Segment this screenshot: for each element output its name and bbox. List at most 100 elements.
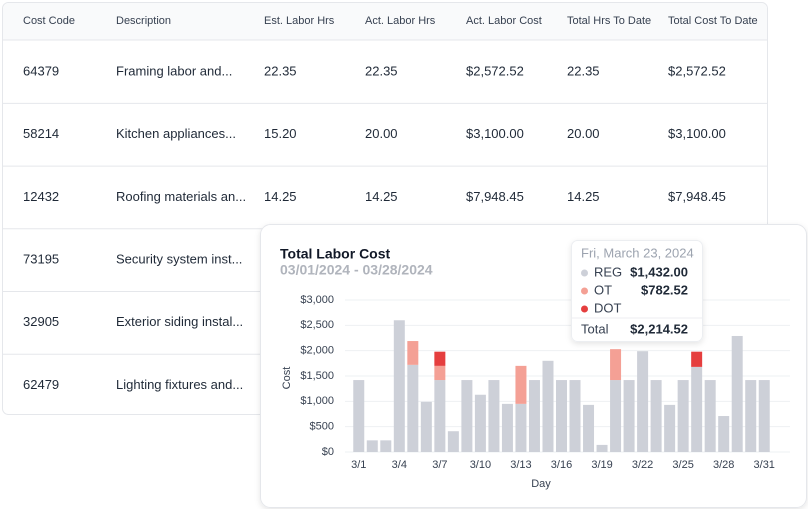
bar-segment <box>461 380 473 452</box>
table-header: Total Hrs To Date <box>567 15 651 27</box>
y-tick-label: $0 <box>322 446 334 458</box>
table-header: Total Cost To Date <box>668 15 758 27</box>
bar-segment <box>420 401 432 452</box>
tooltip-total-label: Total <box>581 321 609 336</box>
table-cell: 73195 <box>23 252 59 267</box>
tooltip-value: $1,432.00 <box>630 264 688 279</box>
table-cell: Security system inst... <box>116 252 242 267</box>
table-header: Description <box>116 15 171 27</box>
x-tick-label: 3/25 <box>672 459 693 471</box>
x-tick-label: 3/22 <box>632 459 653 471</box>
legend-dot <box>581 305 588 313</box>
legend-label: REG <box>594 264 622 279</box>
table-cell: 20.00 <box>567 126 600 141</box>
bar-segment <box>731 335 743 452</box>
chart-card: Total Labor Cost 03/01/2024 - 03/28/2024… <box>260 224 807 508</box>
bar-segment <box>407 364 419 452</box>
tooltip-total: $2,214.52 <box>630 321 688 336</box>
table-cell: 15.20 <box>264 126 297 141</box>
table-cell: 22.35 <box>365 63 398 78</box>
x-tick-label: 3/1 <box>351 459 366 471</box>
chart-title: Total Labor Cost <box>280 246 391 262</box>
legend-label: DOT <box>594 300 622 315</box>
table-header: Est. Labor Hrs <box>264 15 335 27</box>
y-tick-label: $1,000 <box>300 395 334 407</box>
bar-segment <box>556 380 567 452</box>
bar-segment <box>501 403 513 452</box>
bar-segment <box>583 404 595 452</box>
table-cell: 14.25 <box>567 189 600 204</box>
bar-segment <box>380 440 392 452</box>
x-tick-label: 3/4 <box>392 459 407 471</box>
bar-segment <box>745 380 757 452</box>
y-tick-label: $1,500 <box>300 370 334 382</box>
bar-segment <box>704 380 716 452</box>
x-tick-label: 3/13 <box>510 459 531 471</box>
x-tick-label: 3/31 <box>754 459 775 471</box>
y-axis-label: Cost <box>281 367 293 390</box>
x-tick-label: 3/7 <box>432 459 447 471</box>
y-tick-label: $2,500 <box>300 319 334 331</box>
legend-dot <box>581 287 588 295</box>
table-cell: Roofing materials an... <box>116 189 246 204</box>
bar-segment <box>677 380 689 452</box>
table-cell: Exterior siding instal... <box>116 314 243 329</box>
y-tick-label: $500 <box>310 421 334 433</box>
legend-label: OT <box>594 282 612 297</box>
bar-segment <box>623 380 635 452</box>
table-cell: 14.25 <box>365 189 398 204</box>
y-tick-label: $3,000 <box>300 294 334 306</box>
table-header: Cost Code <box>23 15 75 27</box>
legend-dot <box>581 269 588 277</box>
table-cell: 62479 <box>23 377 59 392</box>
bar-segment <box>758 380 770 452</box>
table-cell: 32905 <box>23 314 59 329</box>
bar-segment <box>474 394 486 452</box>
table-header-bg <box>3 3 767 40</box>
table-cell: $7,948.45 <box>668 189 726 204</box>
bar-segment <box>691 351 703 367</box>
table-cell: $2,572.52 <box>466 63 524 78</box>
table-cell: Lighting fixtures and... <box>116 377 243 392</box>
bar-segment <box>353 380 365 452</box>
bar-segment <box>569 380 581 452</box>
table-header: Act. Labor Hrs <box>365 15 436 27</box>
tooltip-bg <box>571 240 703 342</box>
tooltip: Fri, March 23, 2024 REG $1,432.00 OT $782.52… <box>571 240 703 342</box>
table-cell: 12432 <box>23 189 59 204</box>
table-cell: 14.25 <box>264 189 297 204</box>
table-cell: $7,948.45 <box>466 189 524 204</box>
bar-segment <box>366 440 378 452</box>
bar-segment <box>434 365 446 381</box>
tooltip-value: $782.52 <box>641 282 688 297</box>
bar-segment <box>434 380 446 452</box>
bar-segment <box>650 380 662 452</box>
y-tick-label: $2,000 <box>300 345 334 357</box>
bar-segment <box>610 349 622 381</box>
bar-segment <box>718 416 730 452</box>
table-cell: $3,100.00 <box>466 126 524 141</box>
x-tick-label: 3/28 <box>713 459 734 471</box>
table-cell: 22.35 <box>567 63 600 78</box>
table-cell: $3,100.00 <box>668 126 726 141</box>
bar-segment <box>542 360 554 452</box>
bar-segment <box>664 404 676 452</box>
table-cell: 58214 <box>23 126 59 141</box>
x-tick-label: 3/10 <box>470 459 491 471</box>
table-cell: 20.00 <box>365 126 398 141</box>
bar-segment <box>691 366 703 452</box>
table-cell: $2,572.52 <box>668 63 726 78</box>
bar-segment <box>610 380 622 452</box>
table-cell: Kitchen appliances... <box>116 126 236 141</box>
table-cell: 22.35 <box>264 63 297 78</box>
bar-segment <box>447 431 459 452</box>
bar-segment <box>434 351 446 366</box>
bar-segment <box>637 351 649 452</box>
bar-segment <box>528 380 540 452</box>
x-axis-label: Day <box>531 478 551 490</box>
tooltip-date: Fri, March 23, 2024 <box>581 245 694 260</box>
table-header: Act. Labor Cost <box>466 15 542 27</box>
bar-segment <box>515 403 527 452</box>
bar-segment <box>393 320 405 452</box>
